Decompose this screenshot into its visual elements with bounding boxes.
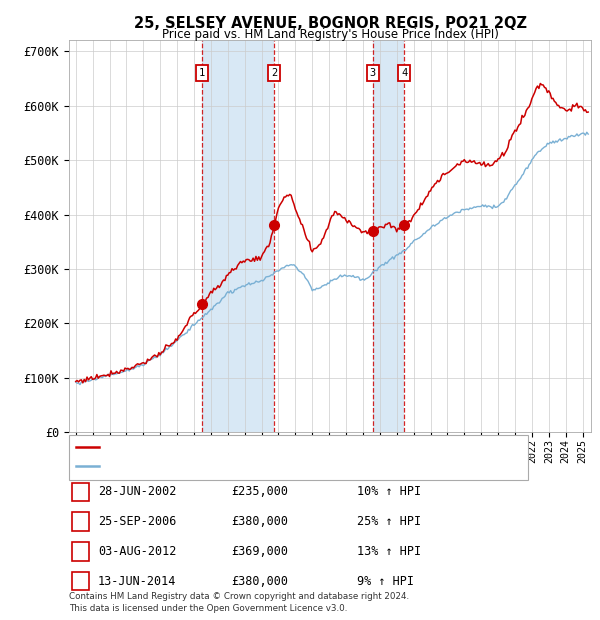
Text: 10% ↑ HPI: 10% ↑ HPI [357, 485, 421, 498]
Text: £235,000: £235,000 [231, 485, 288, 498]
Text: 9% ↑ HPI: 9% ↑ HPI [357, 575, 414, 588]
Text: 03-AUG-2012: 03-AUG-2012 [98, 545, 176, 558]
Text: £380,000: £380,000 [231, 575, 288, 588]
Text: 25, SELSEY AVENUE, BOGNOR REGIS, PO21 2QZ: 25, SELSEY AVENUE, BOGNOR REGIS, PO21 2Q… [133, 16, 527, 30]
Text: £369,000: £369,000 [231, 545, 288, 558]
Text: Contains HM Land Registry data © Crown copyright and database right 2024.: Contains HM Land Registry data © Crown c… [69, 592, 409, 601]
Bar [373, 40, 404, 432]
Text: 4: 4 [401, 68, 407, 78]
Text: 1: 1 [77, 487, 84, 497]
Text: HPI: Average price, detached house, Arun: HPI: Average price, detached house, Arun [104, 461, 354, 471]
Text: 3: 3 [370, 68, 376, 78]
Text: £380,000: £380,000 [231, 515, 288, 528]
Text: 13% ↑ HPI: 13% ↑ HPI [357, 545, 421, 558]
Text: 25, SELSEY AVENUE, BOGNOR REGIS, PO21 2QZ (detached house): 25, SELSEY AVENUE, BOGNOR REGIS, PO21 2Q… [104, 441, 466, 451]
Text: 28-JUN-2002: 28-JUN-2002 [98, 485, 176, 498]
Bar [202, 40, 274, 432]
Text: 2: 2 [271, 68, 277, 78]
Text: This data is licensed under the Open Government Licence v3.0.: This data is licensed under the Open Gov… [69, 603, 347, 613]
Text: 2: 2 [77, 516, 84, 526]
Text: Price paid vs. HM Land Registry's House Price Index (HPI): Price paid vs. HM Land Registry's House … [161, 28, 499, 41]
Text: 3: 3 [77, 546, 84, 556]
Text: 4: 4 [77, 576, 84, 586]
Text: 25-SEP-2006: 25-SEP-2006 [98, 515, 176, 528]
Text: 1: 1 [199, 68, 205, 78]
Text: 13-JUN-2014: 13-JUN-2014 [98, 575, 176, 588]
Text: 25% ↑ HPI: 25% ↑ HPI [357, 515, 421, 528]
